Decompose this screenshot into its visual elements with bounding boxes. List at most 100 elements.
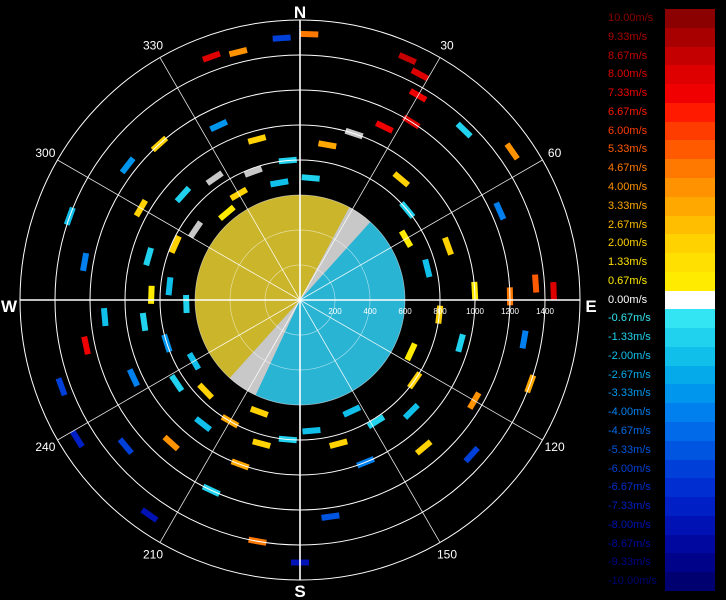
velocity-return <box>410 67 430 82</box>
azimuth-label: 120 <box>545 440 565 454</box>
colorbar-label: 3.33m/s <box>608 199 648 212</box>
velocity-return <box>374 120 394 134</box>
colorbar-swatch <box>665 459 715 479</box>
velocity-return <box>162 434 180 452</box>
velocity-return <box>532 274 540 293</box>
colorbar-label: 2.00m/s <box>608 237 648 250</box>
colorbar-swatch <box>665 553 715 573</box>
colorbar-entry: -6.00m/s <box>605 459 715 479</box>
colorbar-swatch <box>665 403 715 423</box>
colorbar-label: -3.33m/s <box>608 387 651 400</box>
velocity-return <box>197 382 214 400</box>
colorbar-swatch <box>665 140 715 160</box>
velocity-return <box>205 170 224 186</box>
colorbar-swatch <box>665 253 715 272</box>
colorbar-entry: -8.67m/s <box>605 534 715 554</box>
colorbar-label: -1.33m/s <box>608 331 651 344</box>
colorbar-label: 10.00m/s <box>608 12 654 24</box>
colorbar-swatch <box>665 196 715 216</box>
range-label: 400 <box>363 307 377 316</box>
velocity-return <box>55 377 68 397</box>
colorbar-label: -8.00m/s <box>608 518 651 531</box>
colorbar-entry: -2.67m/s <box>605 365 715 385</box>
velocity-return <box>414 439 433 456</box>
colorbar-swatch <box>665 159 715 178</box>
range-label: 800 <box>433 307 447 316</box>
velocity-return <box>269 178 289 188</box>
colorbar-swatch <box>665 27 715 47</box>
colorbar-swatch <box>665 309 715 329</box>
compass-south: S <box>294 582 305 600</box>
velocity-return <box>392 171 411 188</box>
colorbar-swatch <box>665 515 715 535</box>
velocity-return <box>463 445 480 464</box>
colorbar-label: -4.67m/s <box>608 425 651 438</box>
colorbar-label: -9.33m/s <box>608 556 651 569</box>
velocity-return <box>228 47 248 58</box>
azimuth-label: 30 <box>440 38 454 52</box>
velocity-return <box>402 402 420 420</box>
azimuth-label: 330 <box>143 38 163 52</box>
range-labels: 200 400 600 800 1000 1200 1400 <box>328 307 554 316</box>
velocity-return <box>442 236 454 256</box>
colorbar-label: -2.00m/s <box>608 349 651 362</box>
colorbar-swatch <box>665 422 715 441</box>
colorbar-label: -8.67m/s <box>608 537 651 550</box>
colorbar-swatch <box>665 177 715 197</box>
colorbar-entry: 9.33m/s <box>605 27 715 47</box>
colorbar-swatch <box>665 572 715 591</box>
colorbar-label: -2.67m/s <box>608 368 651 381</box>
colorbar-label: 4.67m/s <box>608 162 648 175</box>
colorbar-swatch <box>665 328 715 347</box>
azimuth-spoke <box>57 299 301 441</box>
colorbar-entry: 0.00m/s <box>605 290 715 310</box>
colorbar-label: 5.33m/s <box>608 143 648 156</box>
compass-north: N <box>294 3 306 22</box>
velocity-return <box>139 312 149 332</box>
colorbar-label: -6.00m/s <box>608 462 651 475</box>
colorbar-label: -4.00m/s <box>608 406 651 419</box>
colorbar-swatch <box>665 84 715 103</box>
colorbar-label: -6.67m/s <box>608 481 651 494</box>
colorbar-entry: 6.00m/s <box>605 121 715 141</box>
colorbar-swatch <box>665 384 715 404</box>
velocity-return <box>422 258 433 278</box>
radial-velocity-ppi: 200 400 600 800 1000 1200 1400 30 60 120 150 210 24… <box>1 3 597 600</box>
velocity-return <box>174 185 192 204</box>
velocity-return <box>550 282 557 301</box>
velocity-return <box>504 142 520 161</box>
colorbar-entry: 3.33m/s <box>605 196 715 216</box>
colorbar-swatch <box>665 215 715 235</box>
velocity-return <box>493 201 507 221</box>
colorbar-swatch <box>665 365 715 385</box>
velocity-return <box>302 426 321 435</box>
velocity-return <box>404 342 418 362</box>
azimuth-spoke <box>299 299 441 543</box>
colorbar-entry: -7.33m/s <box>605 497 715 516</box>
colorbar-label: -10.00m/s <box>608 575 657 588</box>
colorbar-entry: 10.00m/s <box>605 9 715 28</box>
colorbar-label: 4.00m/s <box>608 180 648 193</box>
velocity-return <box>329 438 348 449</box>
velocity-return <box>117 437 134 456</box>
azimuth-label: 60 <box>548 146 562 160</box>
velocity-return <box>70 429 85 449</box>
colorbar-label: 1.33m/s <box>608 256 648 269</box>
colorbar-entry: -4.67m/s <box>605 422 715 441</box>
velocity-return <box>342 404 362 418</box>
colorbar-entry: -6.67m/s <box>605 478 715 498</box>
velocity-return <box>366 414 386 430</box>
colorbar-swatch <box>665 234 715 254</box>
colorbar-label: -5.33m/s <box>608 443 651 456</box>
colorbar-swatch <box>665 46 715 66</box>
range-label: 1400 <box>536 307 554 316</box>
velocity-return <box>272 34 291 42</box>
near-field-disc <box>195 195 405 405</box>
velocity-return <box>455 333 466 353</box>
colorbar-entry: -1.33m/s <box>605 328 715 347</box>
velocity-return <box>243 165 263 178</box>
colorbar-swatch <box>665 534 715 554</box>
velocity-return <box>209 119 229 133</box>
velocity-return <box>81 336 91 355</box>
velocity-return <box>247 134 267 145</box>
